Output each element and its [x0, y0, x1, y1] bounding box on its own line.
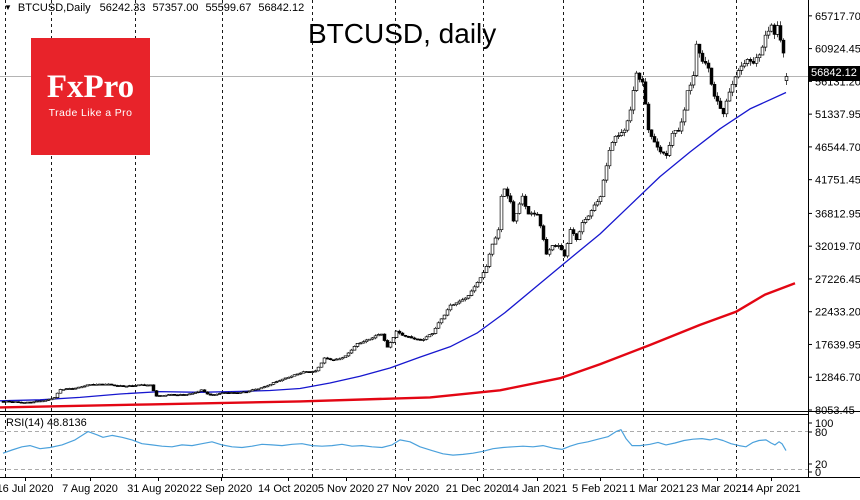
date-axis-label: 1 Mar 2021: [629, 483, 685, 495]
price-axis-label: 36812.95: [815, 208, 860, 220]
price-axis-label: 12846.70: [815, 372, 860, 384]
price-axis-label: 22433.20: [815, 307, 860, 319]
date-axis-label: 14 Oct 2020: [258, 483, 318, 495]
date-axis-label: 23 Mar 2021: [686, 483, 748, 495]
expander-triangle-icon: ▼: [4, 3, 12, 12]
price-axis-label: 32019.70: [815, 241, 860, 253]
price-axis-label: 65717.70: [815, 11, 860, 23]
date-axis-label: 14 Apr 2021: [741, 483, 800, 495]
current-price-badge: 56842.12: [809, 66, 860, 81]
fxpro-logo-tagline: Trade Like a Pro: [48, 107, 133, 119]
ohlc-info-bar: ▼ BTCUSD,Daily 56242.33 57357.00 55599.6…: [4, 1, 311, 14]
price-axis-label: 60924.45: [815, 44, 860, 56]
price-axis-label: 46544.70: [815, 142, 860, 154]
rsi-axis-label: 20: [815, 459, 827, 471]
ma-slow-line: [0, 282, 796, 409]
close-value: 56842.12: [258, 1, 305, 14]
price-axis-label: 17639.95: [815, 339, 860, 351]
fxpro-logo-wordmark: FxPro: [46, 69, 135, 105]
date-axis-label: 21 Dec 2020: [446, 483, 508, 495]
price-axis-label: 27226.45: [815, 274, 860, 286]
date-axis-label: 22 Sep 2020: [190, 483, 252, 495]
fxpro-logo: FxPro Trade Like a Pro: [31, 38, 150, 155]
rsi-axis-label: 0: [815, 467, 821, 479]
chart-title: BTCUSD, daily: [308, 18, 497, 49]
price-axis-label: 51337.95: [815, 109, 860, 121]
date-axis-label: 5 Feb 2021: [572, 483, 628, 495]
rsi-axis-label: 100: [815, 418, 833, 430]
date-axis-label: 7 Aug 2020: [62, 483, 118, 495]
ma-fast-line: [0, 91, 787, 402]
date-axis-label: 14 Jan 2021: [507, 483, 568, 495]
rsi-indicator-label: RSI(14) 48.8136: [6, 417, 87, 429]
price-axis-label: 8053.45: [815, 405, 855, 417]
date-axis-label: 16 Jul 2020: [0, 483, 53, 495]
date-axis-label: 27 Nov 2020: [377, 483, 439, 495]
rsi-line: [2, 429, 787, 456]
date-axis-label: 31 Aug 2020: [127, 483, 189, 495]
price-axis-label: 41751.45: [815, 175, 860, 187]
rsi-axis-label: 80: [815, 427, 827, 439]
high-value: 57357.00: [152, 1, 199, 14]
low-value: 55599.67: [205, 1, 252, 14]
date-axis-label: 5 Nov 2020: [318, 483, 374, 495]
candle-bodies-up: [4, 24, 789, 404]
open-value: 56242.33: [99, 1, 146, 14]
symbol-period-label: BTCUSD,Daily: [17, 1, 91, 14]
